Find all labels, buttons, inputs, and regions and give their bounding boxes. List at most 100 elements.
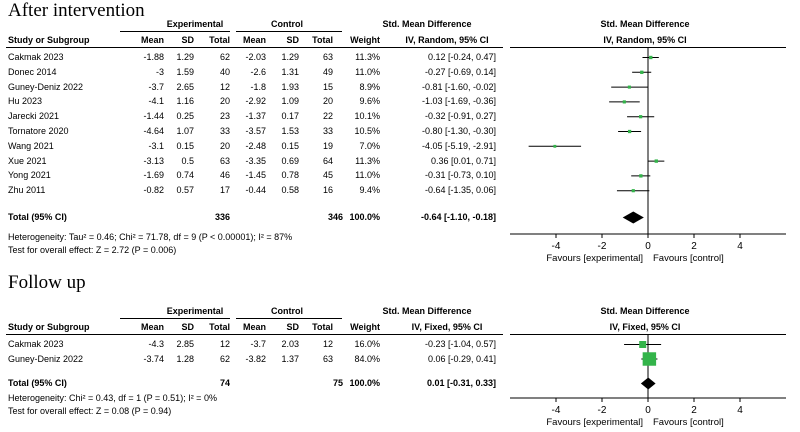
total2-label: Total (95% CI) (8, 378, 67, 388)
e-mean: -1.44 (143, 111, 164, 122)
col-method-text: IV, Random, 95% CI (405, 35, 489, 45)
x-tick-label: 4 (737, 405, 743, 416)
point-estimate-square (640, 70, 644, 74)
col-study: Study or Subgroup (8, 35, 90, 45)
e-total: 20 (219, 96, 230, 107)
e-mean: -0.82 (143, 185, 164, 196)
e-sd: 1.59 (176, 66, 194, 77)
weight: 9.6% (359, 96, 380, 107)
col-e-mean: Mean (140, 35, 164, 45)
e-mean: -3.74 (143, 353, 164, 364)
e-sd: 0.74 (176, 170, 194, 181)
total-weight: 100.0% (349, 212, 380, 222)
favours-experimental-label: Favours [experimental] (546, 253, 643, 264)
e-total: 12 (219, 339, 230, 349)
c-mean: -0.44 (245, 185, 266, 196)
favours-experimental-label: Favours [experimental] (546, 417, 643, 428)
point-estimate-square (649, 55, 653, 60)
e-mean: -3.13 (143, 155, 164, 166)
point-estimate-square (639, 341, 647, 348)
header-rule-experimental (120, 31, 230, 32)
col-method-plot: IV, Random, 95% CI (603, 35, 687, 45)
c-sd: 1.53 (281, 126, 299, 136)
e-sd: 2.65 (176, 81, 194, 92)
c-sd: 0.15 (281, 140, 299, 151)
col2-method-plot: IV, Fixed, 95% CI (609, 322, 681, 332)
point-estimate-square (627, 129, 632, 134)
x-tick-label: 4 (737, 241, 743, 252)
section-title-follow-up: Follow up (8, 272, 86, 293)
header2-smd-text: Std. Mean Difference (382, 306, 472, 316)
col2-method-text: IV, Fixed, 95% CI (411, 322, 483, 332)
c-sd: 2.03 (281, 339, 299, 349)
header-smd-plot: Std. Mean Difference (600, 19, 690, 29)
weight: 11.0% (355, 66, 380, 77)
c-sd: 1.31 (281, 66, 299, 77)
study-name: Donec 2014 (8, 66, 57, 77)
header2-control: Control (271, 306, 303, 316)
e-total: 62 (219, 52, 230, 62)
total2-e: 74 (219, 378, 230, 388)
study-name: Jarecki 2021 (8, 111, 60, 122)
c-sd: 0.58 (281, 185, 299, 196)
col-c-mean: Mean (242, 35, 266, 45)
study-name: Yong 2021 (8, 170, 51, 181)
e-sd: 1.07 (176, 126, 194, 136)
point-estimate-square (631, 189, 635, 193)
study-name: Zhu 2011 (8, 185, 46, 196)
c-mean: -1.37 (245, 111, 266, 122)
x-tick-label: -2 (598, 241, 607, 252)
c-sd: 0.17 (281, 111, 299, 122)
c-mean: -3.35 (245, 155, 266, 166)
col2-c-total: Total (312, 322, 333, 332)
e-mean: -1.88 (143, 52, 164, 62)
study-name: Tornatore 2020 (8, 126, 69, 136)
section-title-after-intervention: After intervention (8, 0, 145, 21)
total-ci: -0.64 [-1.10, -0.18] (420, 212, 496, 222)
e-sd: 1.29 (176, 52, 194, 62)
header-rule-control (236, 31, 342, 32)
point-estimate-square (627, 85, 631, 89)
ci-text: -0.80 [-1.30, -0.30] (421, 126, 496, 136)
c-mean: -3.57 (245, 126, 266, 136)
weight: 10.1% (354, 111, 380, 122)
col-e-total: Total (209, 35, 230, 45)
header2-experimental: Experimental (166, 306, 224, 316)
x-tick-label: -4 (552, 405, 561, 416)
ci-text: -0.23 [-1.04, 0.57] (424, 339, 496, 349)
plot2-top-rule (510, 334, 786, 335)
study-name: Guney-Deniz 2022 (8, 81, 84, 92)
x-tick-label: 2 (691, 405, 697, 416)
weight: 11.3% (355, 155, 380, 166)
c-sd: 0.78 (281, 170, 299, 181)
total-c: 346 (327, 212, 343, 222)
ci-text: 0.36 [0.01, 0.71] (430, 155, 496, 166)
e-total: 62 (219, 353, 230, 364)
study-name: Wang 2021 (8, 140, 54, 151)
col-e-sd: SD (181, 35, 194, 45)
col2-c-sd: SD (286, 322, 299, 332)
point-estimate-square (553, 144, 557, 148)
weight: 11.3% (355, 52, 380, 62)
c-mean: -1.8 (250, 81, 266, 92)
c-mean: -2.03 (245, 52, 266, 62)
col-weight: Weight (350, 35, 380, 45)
ci-text: 0.12 [-0.24, 0.47] (427, 52, 496, 62)
c-sd: 0.69 (281, 155, 299, 166)
total2-weight: 100.0% (349, 378, 380, 388)
weight: 84.0% (354, 353, 380, 364)
table2-top-rule (6, 334, 503, 335)
total-e: 336 (214, 212, 230, 222)
table-top-rule (6, 47, 503, 48)
study-name: Hu 2023 (8, 96, 43, 107)
c-total: 63 (322, 353, 333, 364)
header-smd-text: Std. Mean Difference (382, 19, 472, 29)
col2-e-sd: SD (181, 322, 194, 332)
c-sd: 1.09 (281, 96, 299, 107)
e-sd: 1.16 (176, 96, 194, 107)
plot-top-rule (510, 47, 786, 48)
c-total: 49 (322, 66, 333, 77)
e-total: 46 (219, 170, 230, 181)
e-sd: 0.57 (176, 185, 194, 196)
